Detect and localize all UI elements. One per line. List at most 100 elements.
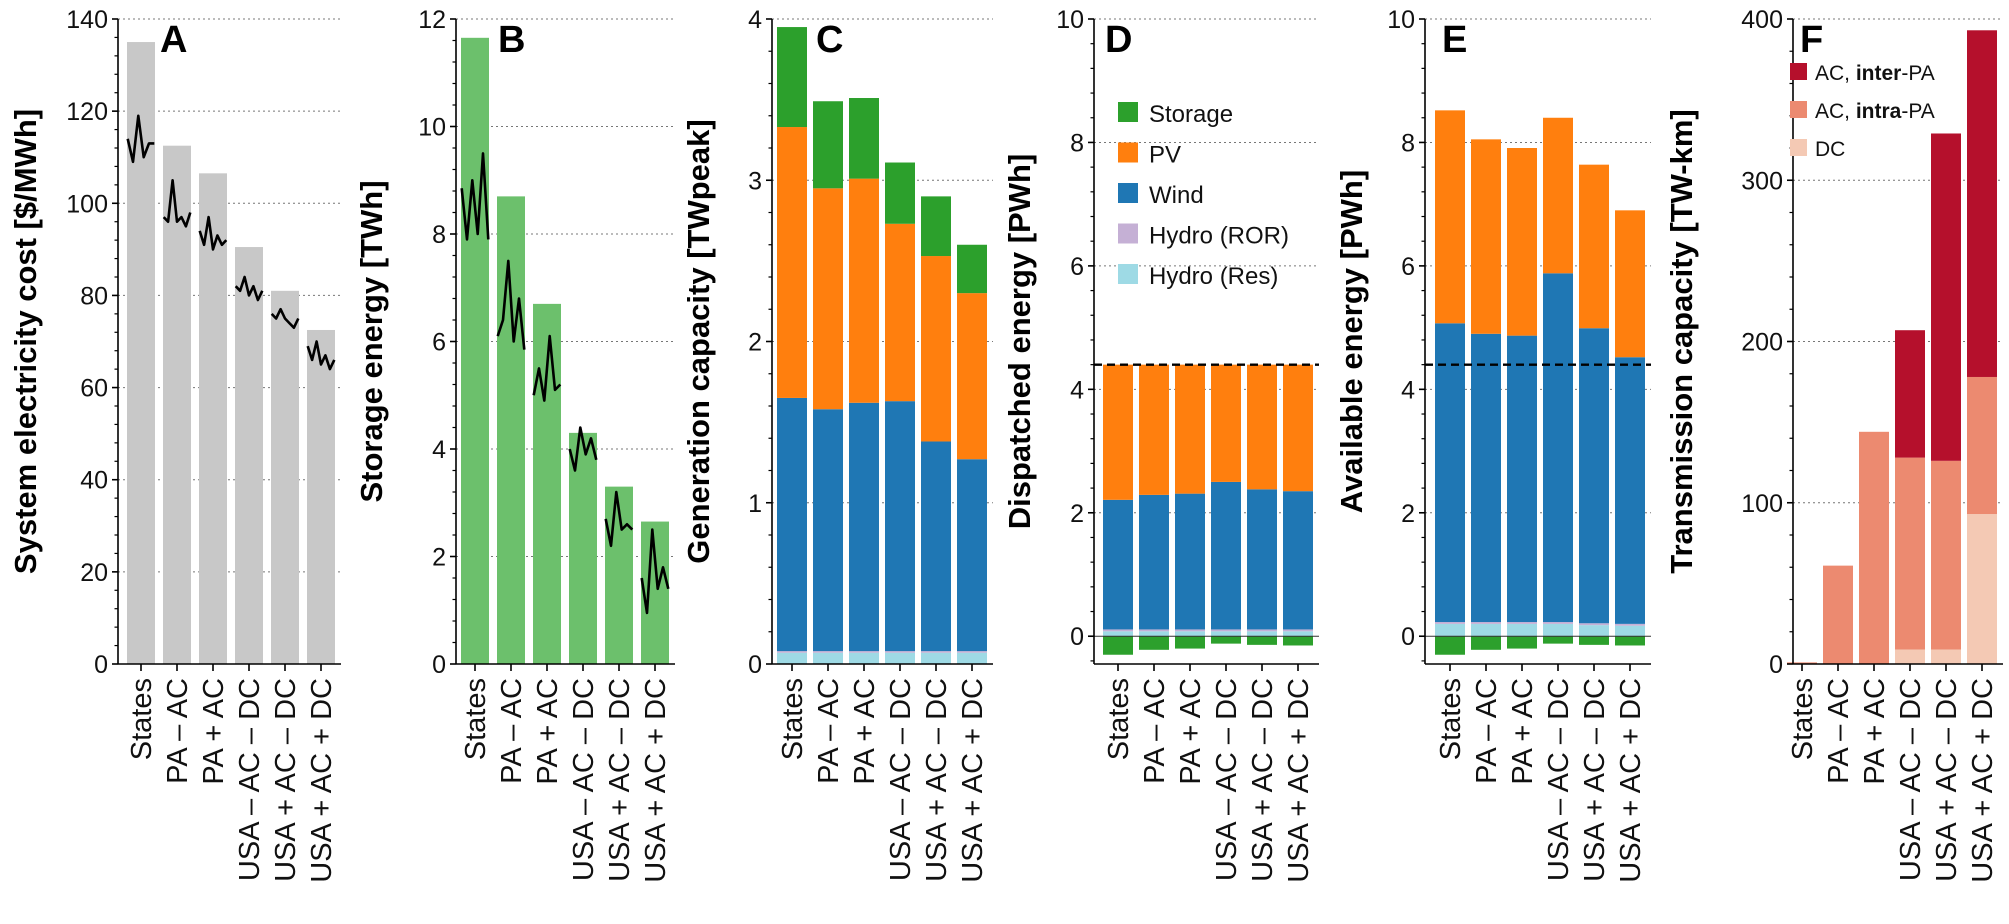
stacked-segment: [1247, 631, 1277, 637]
category-label: States: [1435, 678, 1467, 760]
stacked-segment: [1103, 631, 1133, 637]
variability-line: [162, 179, 192, 228]
bar: [461, 37, 489, 664]
y-tick-label: 6: [1401, 253, 1415, 281]
panel-letter: C: [816, 19, 843, 61]
bar: [497, 196, 525, 664]
category-label: States: [126, 678, 158, 760]
stacked-segment: [1967, 514, 1997, 664]
bar: [307, 329, 335, 664]
stacked-segment: [777, 27, 807, 128]
bar: [163, 145, 191, 665]
stacked-segment: [1175, 493, 1205, 630]
panel-b: 0 2 4 6 8 10 12 States PA – AC PA + AC USA – AC – …: [354, 6, 675, 883]
category-label: States: [460, 678, 492, 760]
stacked-segment: [1139, 629, 1169, 632]
panel-e: 0 2 4 6 8 10 States PA – AC PA + AC USA – AC – DC…: [1334, 6, 1651, 883]
stacked-segment: [1859, 431, 1889, 664]
negative-segment: [1579, 636, 1609, 645]
variability-line: [126, 114, 155, 164]
stacked-segment: [777, 397, 807, 652]
stacked-segment: [1211, 631, 1241, 637]
stacked-segment: [921, 256, 951, 442]
stacked-segment: [1139, 494, 1169, 630]
variability-line: [640, 528, 670, 615]
stacked-segment: [885, 162, 915, 224]
stacked-segment: [921, 652, 951, 664]
y-axis-label: Dispatched energy [PWh]: [1002, 154, 1037, 530]
stacked-segment: [1139, 631, 1169, 637]
stacked-segment: [1283, 491, 1313, 630]
stacked-segment: [1931, 649, 1961, 664]
y-tick-label: 2: [1401, 500, 1415, 528]
y-tick-label: 8: [1070, 129, 1084, 157]
y-tick-label: 0: [1401, 623, 1415, 651]
legend-label-part: -PA: [1901, 62, 1934, 85]
y-tick-label: 0: [1769, 651, 1783, 679]
y-tick-label: 10: [1056, 6, 1084, 34]
legend-swatch: [1118, 183, 1138, 203]
stacked-segment: [885, 651, 915, 653]
stacked-segment: [1247, 364, 1277, 490]
category-label: States: [1787, 678, 1819, 760]
category-label: USA + AC – DC: [1579, 678, 1611, 882]
category-label: PA + AC: [1507, 678, 1539, 785]
stacked-segment: [1471, 623, 1501, 637]
stacked-segment: [1471, 622, 1501, 624]
stacked-segment: [1471, 139, 1501, 334]
legend-label-part: inter: [1856, 62, 1902, 85]
negative-segment: [1211, 636, 1241, 644]
y-tick-label: 0: [432, 651, 446, 679]
y-axis-label: Generation capacity [TWpeak]: [681, 119, 716, 563]
category-label: PA + AC: [532, 678, 564, 785]
stacked-segment: [1211, 364, 1241, 482]
stacked-segment: [1931, 133, 1961, 461]
stacked-segment: [1823, 565, 1853, 664]
legend-label-part: intra: [1856, 100, 1902, 123]
y-tick-label: 12: [418, 6, 446, 34]
bar: [271, 290, 299, 664]
stacked-segment: [1543, 117, 1573, 274]
legend-label-part: AC,: [1815, 62, 1856, 85]
category-label: PA – AC: [1823, 678, 1855, 784]
legend-label: Storage: [1149, 101, 1233, 128]
category-label: USA – AC – DC: [1543, 678, 1575, 881]
y-tick-label: 60: [80, 375, 108, 403]
stacked-segment: [957, 459, 987, 652]
y-tick-label: 10: [1387, 6, 1415, 34]
legend-label: AC, inter-PA: [1815, 62, 1935, 85]
stacked-segment: [1579, 625, 1609, 637]
stacked-segment: [1435, 323, 1465, 623]
panel-letter: F: [1800, 19, 1823, 61]
stacked-segment: [1579, 623, 1609, 626]
y-tick-label: 2: [748, 329, 762, 357]
stacked-segment: [1175, 364, 1205, 494]
category-label: States: [777, 678, 809, 760]
stacked-segment: [1895, 457, 1925, 650]
bar: [199, 173, 227, 664]
y-tick-label: 140: [66, 6, 108, 34]
stacked-segment: [921, 441, 951, 652]
y-tick-label: 10: [418, 114, 446, 142]
category-label: USA + AC + DC: [1967, 678, 1999, 883]
y-axis-label: Storage energy [TWh]: [354, 180, 389, 502]
y-axis-label: System electricity cost [$/MWh]: [8, 109, 43, 574]
category-label: USA – AC – DC: [885, 678, 917, 881]
variability-line: [568, 426, 598, 472]
stacked-segment: [1543, 273, 1573, 623]
y-tick-label: 0: [94, 651, 108, 679]
stacked-segment: [1543, 622, 1573, 624]
stacked-segment: [1615, 210, 1645, 358]
panel-letter: B: [498, 19, 525, 61]
y-tick-label: 400: [1741, 6, 1783, 34]
y-tick-label: 20: [80, 559, 108, 587]
panel-d: 0 2 4 6 8 10 States PA – AC PA + AC USA – AC – DC…: [1002, 6, 1319, 883]
stacked-segment: [1435, 110, 1465, 324]
y-axis-label: Transmission capacity [TW-km]: [1664, 109, 1699, 574]
stacked-segment: [1615, 623, 1645, 626]
stacked-segment: [957, 651, 987, 653]
y-tick-label: 100: [1741, 490, 1783, 518]
category-label: PA – AC: [1139, 678, 1171, 784]
legend-label: AC, intra-PA: [1815, 100, 1935, 123]
legend-label-part: DC: [1815, 138, 1845, 161]
